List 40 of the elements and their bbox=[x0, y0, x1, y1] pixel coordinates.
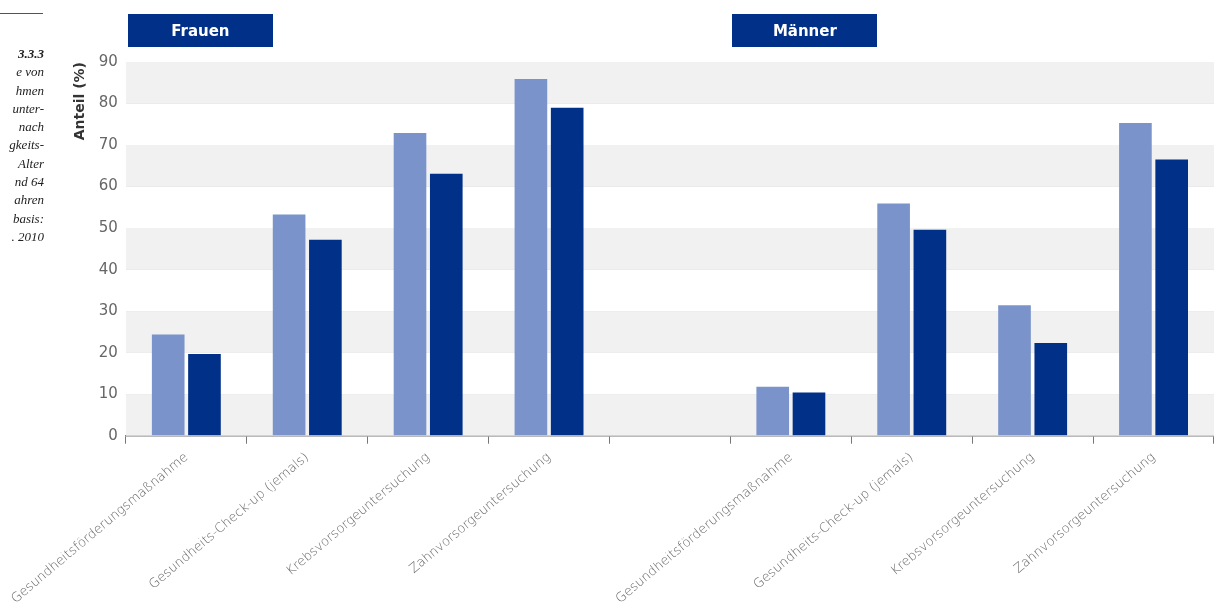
bar bbox=[188, 353, 221, 436]
bar bbox=[393, 133, 427, 436]
text: basis: bbox=[11, 209, 44, 228]
text: Alter bbox=[16, 154, 44, 173]
text: . 2010 bbox=[10, 227, 44, 246]
bar bbox=[1155, 159, 1189, 436]
y-tick-label: 90 bbox=[98, 51, 118, 70]
y-tick-label: 0 bbox=[108, 425, 118, 444]
text: Männer bbox=[732, 14, 878, 47]
bar bbox=[792, 392, 826, 436]
y-tick-label: 70 bbox=[98, 134, 118, 153]
text: e von bbox=[15, 63, 44, 82]
text: Frauen bbox=[127, 14, 273, 47]
bar bbox=[151, 334, 185, 436]
bar bbox=[514, 79, 548, 436]
y-tick-label: 80 bbox=[98, 93, 118, 112]
y-tick-label: 20 bbox=[98, 342, 118, 361]
text: hmen bbox=[14, 81, 44, 100]
bar bbox=[272, 214, 306, 436]
bar bbox=[309, 239, 342, 436]
text: nd 64 bbox=[13, 173, 44, 192]
bar bbox=[1119, 123, 1152, 436]
text: ahren bbox=[13, 191, 44, 210]
y-axis-title: Anteil (%) bbox=[71, 62, 88, 141]
text: unter- bbox=[11, 99, 44, 118]
text: nach bbox=[17, 118, 44, 137]
bar bbox=[550, 107, 584, 436]
y-tick-label: 50 bbox=[98, 217, 118, 236]
bar bbox=[429, 173, 463, 436]
y-tick-label: 10 bbox=[98, 384, 118, 403]
bar bbox=[1034, 343, 1068, 436]
text: gkeits- bbox=[8, 136, 44, 155]
y-tick-label: 60 bbox=[98, 176, 118, 195]
text: 3.3.3 bbox=[17, 45, 44, 63]
y-tick-label: 40 bbox=[98, 259, 118, 278]
y-tick-label: 30 bbox=[98, 301, 118, 320]
bar bbox=[756, 386, 790, 436]
bar bbox=[998, 305, 1031, 436]
bar bbox=[913, 229, 947, 436]
bar bbox=[877, 203, 910, 436]
